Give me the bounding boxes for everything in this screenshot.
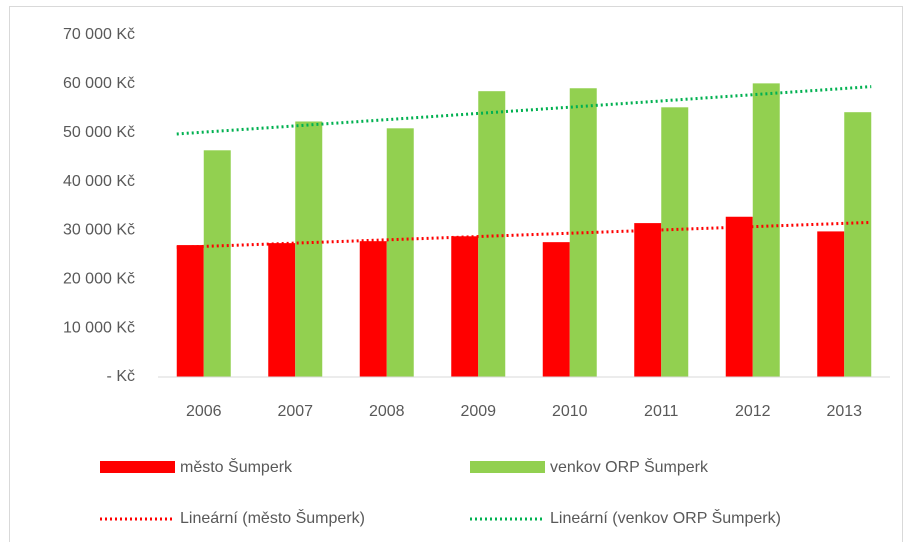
bar xyxy=(661,107,689,378)
bar xyxy=(844,112,872,378)
x-tick-label: 2013 xyxy=(826,403,862,420)
bar xyxy=(478,91,506,377)
legend-swatch xyxy=(470,461,545,473)
legend-label: Lineární (venkov ORP Šumperk) xyxy=(550,508,781,527)
bar xyxy=(542,242,570,377)
bar xyxy=(725,216,753,377)
x-tick-label: 2008 xyxy=(369,403,405,420)
x-tick-label: 2009 xyxy=(460,403,496,420)
bar xyxy=(359,241,387,377)
y-tick-label: 20 000 Kč xyxy=(63,271,135,288)
legend-label: venkov ORP Šumperk xyxy=(550,457,709,476)
legend-swatch xyxy=(100,461,175,473)
x-tick-label: 2011 xyxy=(644,403,679,420)
bar xyxy=(203,150,231,377)
y-tick-label: 30 000 Kč xyxy=(63,222,135,239)
trendline xyxy=(176,85,872,136)
bar xyxy=(295,121,323,377)
legend-label: Lineární (město Šumperk) xyxy=(180,508,365,527)
x-tick-label: 2006 xyxy=(186,403,222,420)
x-tick-label: 2012 xyxy=(735,403,771,420)
bar xyxy=(386,128,414,377)
bar xyxy=(752,83,780,378)
bar xyxy=(176,245,204,377)
y-tick-label: - Kč xyxy=(107,368,135,385)
x-tick-label: 2007 xyxy=(277,403,313,420)
trendline xyxy=(176,220,872,249)
y-tick-label: 60 000 Kč xyxy=(63,75,135,92)
y-tick-label: 70 000 Kč xyxy=(63,26,135,43)
bar xyxy=(451,236,479,377)
bar xyxy=(268,243,296,377)
x-tick-label: 2010 xyxy=(552,403,588,420)
y-tick-label: 50 000 Kč xyxy=(63,124,135,141)
bar xyxy=(634,223,662,377)
y-tick-label: 10 000 Kč xyxy=(63,319,135,336)
bar xyxy=(817,231,845,377)
legend-label: město Šumperk xyxy=(180,457,293,476)
y-tick-label: 40 000 Kč xyxy=(63,173,135,190)
